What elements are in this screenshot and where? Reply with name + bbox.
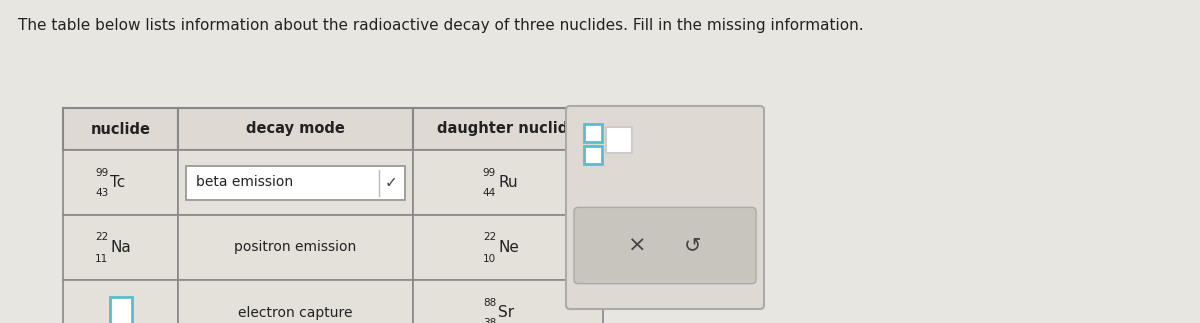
Bar <box>178 150 413 215</box>
Text: ✓: ✓ <box>385 175 397 190</box>
Bar <box>606 127 632 153</box>
Text: daughter nuclide: daughter nuclide <box>437 121 578 137</box>
Bar <box>584 124 602 142</box>
Bar <box>413 215 604 280</box>
Bar <box>64 280 178 323</box>
Text: 11: 11 <box>95 254 108 264</box>
Text: Ne: Ne <box>498 240 518 255</box>
Text: 22: 22 <box>95 233 108 243</box>
Bar <box>109 297 132 323</box>
Text: 44: 44 <box>482 189 496 199</box>
Text: ↺: ↺ <box>684 235 702 255</box>
Text: decay mode: decay mode <box>246 121 344 137</box>
Text: beta emission: beta emission <box>196 175 293 190</box>
Text: 88: 88 <box>482 297 496 307</box>
Bar <box>178 280 413 323</box>
Text: 10: 10 <box>482 254 496 264</box>
Text: electron capture: electron capture <box>239 306 353 319</box>
Bar <box>64 215 178 280</box>
Text: 43: 43 <box>95 189 108 199</box>
Bar <box>178 215 413 280</box>
Text: positron emission: positron emission <box>234 241 356 255</box>
Bar <box>413 280 604 323</box>
Text: 99: 99 <box>95 168 108 178</box>
FancyBboxPatch shape <box>566 106 764 309</box>
FancyBboxPatch shape <box>574 207 756 284</box>
Bar <box>64 150 178 215</box>
Bar <box>186 165 406 200</box>
Bar <box>413 108 604 150</box>
Bar <box>64 108 178 150</box>
Text: 38: 38 <box>482 318 496 323</box>
Text: 99: 99 <box>482 168 496 178</box>
Text: Ru: Ru <box>498 175 517 190</box>
Text: Sr: Sr <box>498 305 514 320</box>
Text: 22: 22 <box>482 233 496 243</box>
Text: Na: Na <box>110 240 131 255</box>
Text: Tc: Tc <box>110 175 126 190</box>
Bar <box>584 146 602 164</box>
Bar <box>178 108 413 150</box>
Bar <box>413 150 604 215</box>
Text: nuclide: nuclide <box>90 121 150 137</box>
Text: ×: × <box>628 235 647 255</box>
Text: The table below lists information about the radioactive decay of three nuclides.: The table below lists information about … <box>18 18 864 33</box>
